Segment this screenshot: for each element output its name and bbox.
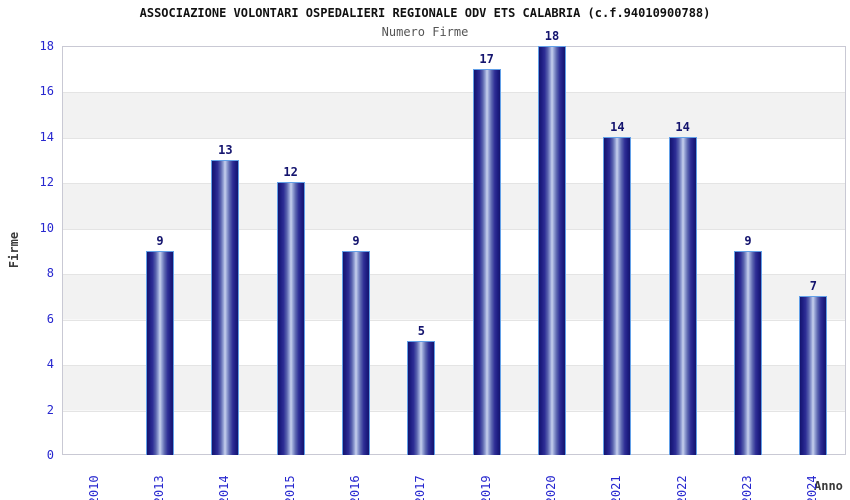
plot-area — [62, 46, 846, 455]
gridline — [63, 183, 845, 185]
bar-value-label: 13 — [218, 142, 233, 157]
bar-2024 — [799, 295, 828, 455]
x-tick-label: 2023 — [740, 475, 754, 500]
bar-value-label: 14 — [675, 119, 690, 134]
gridline — [63, 319, 845, 321]
y-tick-label: 16 — [39, 84, 54, 99]
gridline — [63, 410, 845, 412]
x-tick-label: 2010 — [86, 475, 101, 500]
y-tick-label: 2 — [46, 402, 54, 417]
bar-2019 — [472, 68, 501, 455]
bar-2015 — [276, 182, 305, 455]
gridline — [63, 92, 845, 94]
x-tick-label: 2013 — [152, 475, 166, 500]
bar-2020 — [538, 46, 566, 455]
gridline — [63, 137, 845, 139]
bar-2023 — [734, 250, 762, 455]
y-tick-label: 4 — [46, 357, 54, 372]
x-tick-label: 2020 — [544, 475, 558, 500]
y-axis-title: Firme — [7, 231, 21, 269]
bar-value-label: 9 — [156, 233, 164, 248]
x-tick-label: 2019 — [478, 475, 493, 500]
bar-value-label: 17 — [479, 51, 494, 66]
bar-value-label: 7 — [809, 278, 817, 293]
x-tick-label: 2015 — [282, 475, 297, 500]
chart-subtitle: Numero Firme — [381, 25, 469, 39]
x-tick-label: 2016 — [348, 475, 362, 500]
y-tick-label: 14 — [39, 129, 54, 144]
y-tick-label: 18 — [39, 39, 54, 53]
x-axis-title: Anno — [814, 479, 843, 493]
x-tick-label: 2024 — [805, 475, 820, 500]
bar-value-label: 14 — [610, 119, 625, 134]
bar-2014 — [211, 159, 240, 455]
x-tick-label: 2017 — [413, 475, 428, 500]
y-tick-label: 12 — [39, 175, 54, 190]
y-tick-label: 0 — [46, 448, 54, 462]
bar-2021 — [603, 136, 632, 455]
bar-value-label: 5 — [417, 324, 425, 339]
bar-2017 — [407, 341, 436, 455]
y-tick-label: 6 — [46, 311, 54, 326]
chart-title: ASSOCIAZIONE VOLONTARI OSPEDALIERI REGIO… — [139, 6, 711, 20]
bar-2016 — [342, 250, 370, 455]
bar-value-label: 9 — [352, 233, 360, 248]
bar-2013 — [146, 250, 174, 455]
gridline — [63, 274, 845, 276]
x-tick-label: 2021 — [609, 475, 624, 500]
gridline — [63, 228, 845, 230]
y-tick-label: 10 — [39, 220, 54, 235]
gridline — [63, 365, 845, 367]
bar-value-label: 12 — [283, 165, 298, 180]
bar-value-label: 9 — [744, 233, 752, 248]
x-tick-label: 2014 — [217, 475, 232, 500]
x-tick-label: 2022 — [674, 475, 689, 500]
bar-value-label: 18 — [544, 29, 560, 43]
y-tick-label: 8 — [46, 266, 54, 281]
bar-2022 — [668, 136, 697, 455]
